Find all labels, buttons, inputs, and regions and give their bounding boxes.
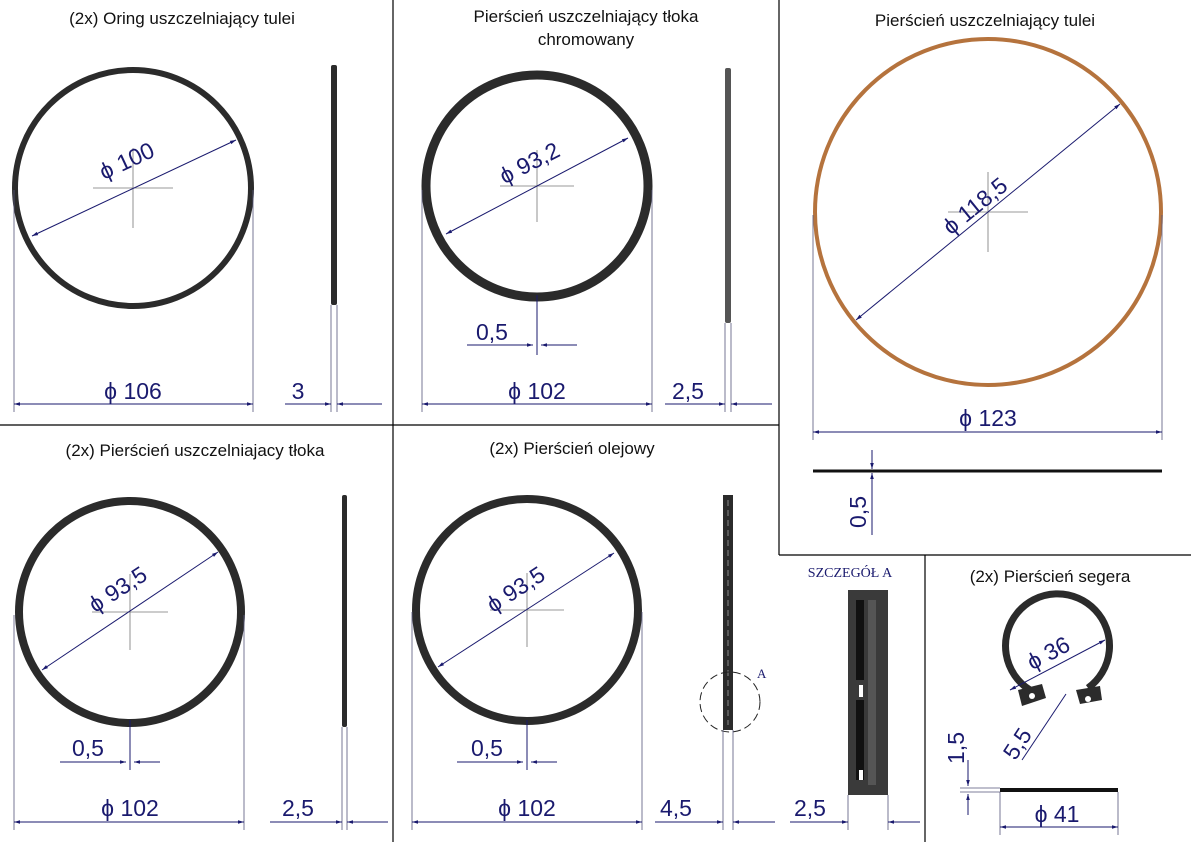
dim: 2,5 bbox=[282, 795, 314, 821]
title: Pierścień uszczelniający tłoka bbox=[474, 7, 699, 26]
panel: (2x) Pierścień olejowy ϕ 93,5 0,5 A ϕ 10… bbox=[411, 439, 920, 830]
dim: 4,5 bbox=[660, 795, 692, 821]
dim: 0,5 bbox=[72, 735, 104, 761]
dim: ϕ 106 bbox=[104, 378, 162, 404]
title: Pierścień uszczelniający tulei bbox=[875, 11, 1095, 30]
dim: 2,5 bbox=[672, 378, 704, 404]
title: (2x) Pierścień olejowy bbox=[489, 439, 655, 458]
detail-marker: A bbox=[757, 666, 767, 681]
dim: ϕ 102 bbox=[508, 378, 566, 404]
panel: (2x) Oring uszczelniający tulei ϕ 100 ϕ … bbox=[12, 9, 382, 412]
dim: 2,5 bbox=[794, 795, 826, 821]
detail-title: SZCZEGÓŁ A bbox=[808, 564, 893, 581]
dim: 0,5 bbox=[845, 496, 871, 528]
dim: ϕ 102 bbox=[101, 795, 159, 821]
dim: ϕ 123 bbox=[959, 405, 1017, 431]
dim: ϕ 118,5 bbox=[938, 172, 1013, 239]
panel: (2x) Pierścień segera ϕ 36 5,5 1,5 ϕ 41 bbox=[943, 567, 1131, 835]
dim: ϕ 100 bbox=[95, 137, 158, 185]
dim: ϕ 102 bbox=[498, 795, 556, 821]
dim: 1,5 bbox=[943, 732, 969, 764]
dim: 3 bbox=[292, 378, 305, 404]
title: chromowany bbox=[538, 30, 635, 49]
title: (2x) Pierścień uszczelniajacy tłoka bbox=[66, 441, 325, 460]
dim: 0,5 bbox=[476, 319, 508, 345]
title: (2x) Oring uszczelniający tulei bbox=[69, 9, 295, 28]
dim: ϕ 93,2 bbox=[495, 137, 564, 189]
panel: Pierścień uszczelniający tłoka chromowan… bbox=[421, 7, 772, 412]
dim: ϕ 41 bbox=[1035, 801, 1080, 827]
panel: (2x) Pierścień uszczelniajacy tłoka ϕ 93… bbox=[13, 441, 388, 830]
dim: ϕ 93,5 bbox=[84, 561, 152, 618]
panel: Pierścień uszczelniający tulei ϕ 118,5 ϕ… bbox=[812, 11, 1163, 535]
dim: ϕ 36 bbox=[1022, 631, 1074, 675]
dim: 0,5 bbox=[471, 735, 503, 761]
dim: 5,5 bbox=[998, 723, 1037, 764]
dim: ϕ 93,5 bbox=[482, 561, 550, 618]
detail-view bbox=[848, 590, 888, 795]
title: (2x) Pierścień segera bbox=[970, 567, 1131, 586]
